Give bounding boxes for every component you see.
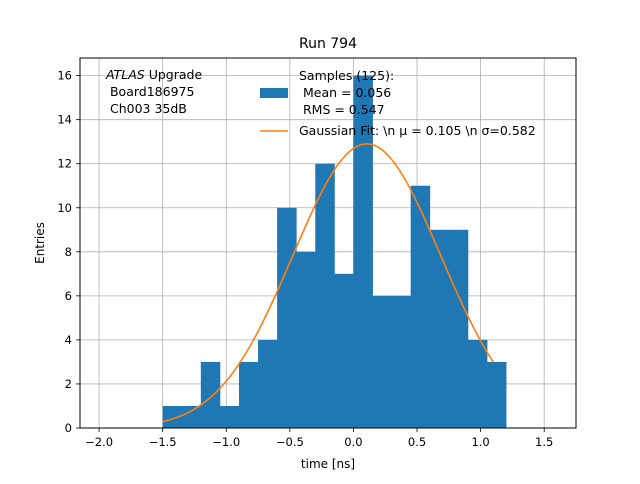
y-tick-label: 16 [57,69,72,83]
y-tick-label: 12 [57,157,72,171]
histogram-bar [429,229,450,428]
histogram-bar [448,229,469,428]
y-tick-label: 14 [57,113,72,127]
chart-title: Run 794 [299,36,357,52]
histogram-bar [277,207,297,428]
plot-frame [79,57,577,429]
y-tick-label: 8 [65,245,72,259]
x-tick-label: −1.5 [149,435,177,449]
annotation-line-2: Board186975 [106,84,194,99]
legend: Samples (125): Mean = 0.056 RMS = 0.547 … [260,68,536,138]
histogram-bar [391,295,412,428]
x-tick-label: 1.0 [471,435,489,449]
gaussian-fit-line [162,143,495,423]
annotation-atlas: ATLAS [105,67,145,82]
annotation-line-3: Ch003 35dB [106,101,187,116]
y-tick-label: 6 [65,289,72,303]
annotation-upgrade: Upgrade [145,67,203,82]
histogram-bar [372,295,392,428]
x-axis-ticks: −2.0 −1.5 −1.0 −0.5 0.0 0.5 1.0 1.5 [85,428,553,449]
y-tick-label: 0 [65,421,72,435]
x-tick-label: 0.0 [344,435,362,449]
x-tick-label: −1.0 [212,435,240,449]
histogram-bar [410,185,431,428]
histogram-bar [238,361,259,428]
gaussian-fit [162,143,495,423]
histogram-bar [486,361,507,428]
legend-samples-line-3: RMS = 0.547 [299,102,385,117]
histogram-bar [258,339,278,428]
histogram-bar [334,273,354,428]
y-axis-label: Entries [33,222,47,264]
x-tick-label: −2.0 [85,435,113,449]
y-axis-ticks: 0 2 4 6 8 10 12 14 16 [57,69,80,435]
histogram-bar [296,251,316,428]
x-axis-label: time [ns] [301,457,355,471]
legend-samples-line-2: Mean = 0.056 [299,85,391,100]
histogram-bar [200,361,221,428]
histogram-bar [353,75,373,428]
y-tick-label: 4 [65,333,72,347]
histogram-bar [162,405,183,428]
x-tick-label: −0.5 [276,435,304,449]
legend-samples-line-1: Samples (125): [299,68,394,83]
histogram-bar [181,405,202,428]
x-tick-label: 1.5 [535,435,553,449]
y-tick-label: 10 [57,201,72,215]
histogram-bar [467,339,488,428]
histogram-bars [162,75,507,428]
y-tick-label: 2 [65,377,72,391]
annotation-line-1: ATLAS Upgrade [105,67,202,82]
histogram-bar [315,163,335,428]
histogram-bar [219,405,240,428]
legend-samples-swatch [260,88,288,98]
legend-fit-label: Gaussian Fit: \n μ = 0.105 \n σ=0.582 [299,123,536,138]
x-tick-label: 0.5 [408,435,426,449]
atlas-annotation: ATLAS Upgrade Board186975 Ch003 35dB [105,67,202,116]
